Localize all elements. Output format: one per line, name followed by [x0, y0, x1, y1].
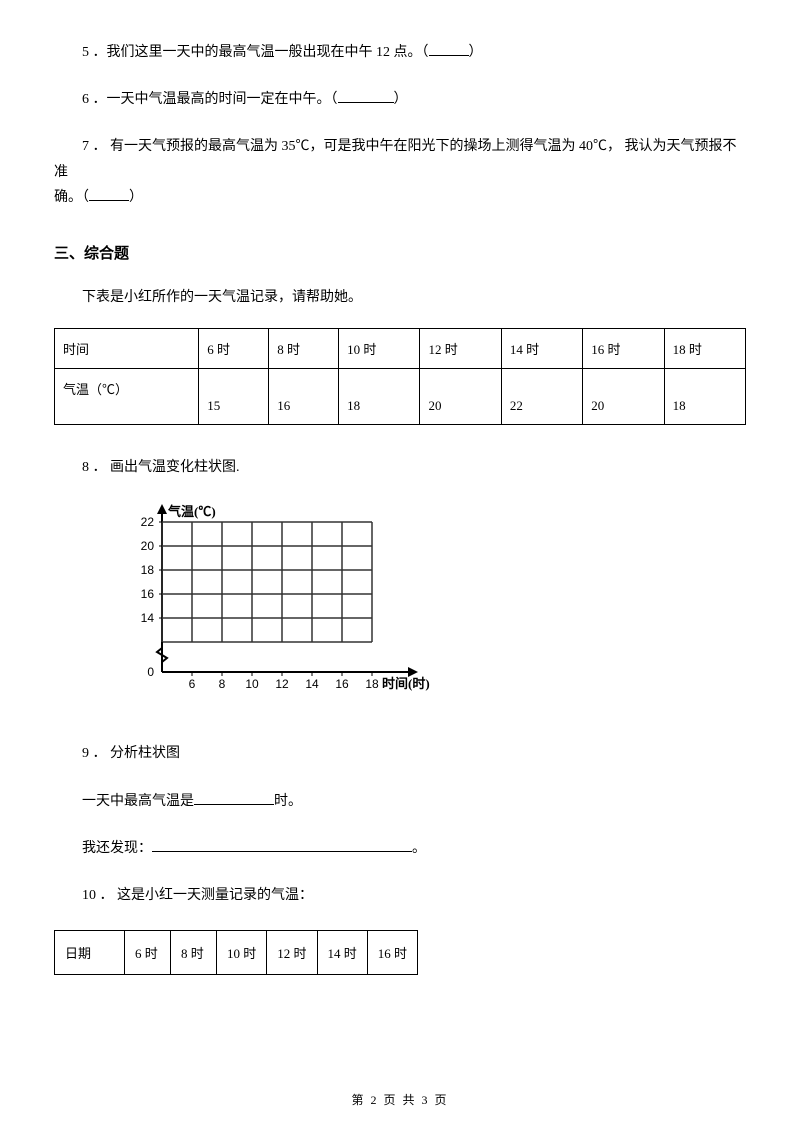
q5-text: 5 ．我们这里一天中的最高气温一般出现在中午 12 点。（ — [82, 45, 429, 60]
table-cell: 14 时 — [317, 931, 367, 975]
table-cell: 10 时 — [217, 931, 267, 975]
table-cell: 6 时 — [199, 329, 269, 369]
blank-discovery[interactable] — [152, 838, 412, 852]
table-cell: 16 — [269, 369, 339, 425]
table-cell: 8 时 — [269, 329, 339, 369]
q5-end: ） — [469, 45, 483, 60]
q6-text: 6 ．一天中气温最高的时间一定在中午。（ — [82, 92, 338, 107]
question-5: 5 ．我们这里一天中的最高气温一般出现在中午 12 点。（ ） — [54, 40, 746, 65]
table-row: 气温（℃） 15 16 18 20 22 20 18 — [55, 369, 746, 425]
svg-text:气温(℃): 气温(℃) — [168, 504, 216, 519]
question-8: 8 ． 画出气温变化柱状图. — [54, 455, 746, 480]
table-cell: 18 — [664, 369, 745, 425]
intro-text: 下表是小红所作的一天气温记录，请帮助她。 — [54, 285, 746, 310]
q6-end: ） — [394, 92, 408, 107]
table-cell: 16 时 — [367, 931, 417, 975]
q9-sub2-b: 。 — [412, 841, 426, 856]
svg-text:20: 20 — [141, 539, 155, 553]
svg-text:22: 22 — [141, 515, 155, 529]
svg-text:8: 8 — [219, 677, 226, 691]
svg-text:14: 14 — [305, 677, 319, 691]
blank-highest-time[interactable] — [194, 791, 274, 805]
table-row: 日期 6 时 8 时 10 时 12 时 14 时 16 时 — [55, 931, 418, 975]
table-cell: 20 — [420, 369, 501, 425]
table-cell: 18 — [339, 369, 420, 425]
question-9: 9 ． 分析柱状图 — [54, 741, 746, 766]
q9-sub2-a: 我还发现： — [82, 841, 152, 856]
table-cell: 12 时 — [267, 931, 317, 975]
svg-text:16: 16 — [141, 587, 155, 601]
temperature-table-2: 日期 6 时 8 时 10 时 12 时 14 时 16 时 — [54, 930, 418, 975]
svg-text:12: 12 — [275, 677, 289, 691]
blank-q5[interactable] — [429, 42, 469, 56]
question-10: 10 ． 这是小红一天测量记录的气温： — [54, 883, 746, 908]
svg-text:18: 18 — [141, 563, 155, 577]
section-3-title: 三、综合题 — [54, 242, 746, 263]
table-cell: 14 时 — [501, 329, 582, 369]
table-cell: 20 — [583, 369, 664, 425]
table-cell: 18 时 — [664, 329, 745, 369]
table-cell: 日期 — [55, 931, 125, 975]
svg-text:18: 18 — [365, 677, 379, 691]
page-footer: 第 2 页 共 3 页 — [0, 1091, 800, 1108]
q7-line2: 确。（ — [54, 190, 89, 205]
svg-text:16: 16 — [335, 677, 349, 691]
blank-q6[interactable] — [338, 89, 394, 103]
q9-sub1-b: 时。 — [274, 794, 302, 809]
table-cell: 15 — [199, 369, 269, 425]
temperature-table-1: 时间 6 时 8 时 10 时 12 时 14 时 16 时 18 时 气温（℃… — [54, 328, 746, 425]
svg-text:10: 10 — [245, 677, 259, 691]
q9-sub1: 一天中最高气温是 时。 — [54, 789, 746, 814]
table-cell: 气温（℃） — [55, 369, 199, 425]
blank-q7[interactable] — [89, 187, 129, 201]
table-cell: 16 时 — [583, 329, 664, 369]
svg-text:14: 14 — [141, 611, 155, 625]
q7-end: ） — [129, 190, 143, 205]
svg-text:6: 6 — [189, 677, 196, 691]
table-cell: 6 时 — [125, 931, 171, 975]
table-row: 时间 6 时 8 时 10 时 12 时 14 时 16 时 18 时 — [55, 329, 746, 369]
table-cell: 12 时 — [420, 329, 501, 369]
question-7: 7 ． 有一天气预报的最高气温为 35℃，可是我中午在阳光下的操场上测得气温为 … — [54, 134, 746, 210]
chart-container: 22 20 18 16 14 0 6 8 10 12 14 16 18 气温(℃) 时间(时) — [114, 502, 746, 717]
q9-sub2: 我还发现： 。 — [54, 836, 746, 861]
q7-line1: 7 ． 有一天气预报的最高气温为 35℃，可是我中午在阳光下的操场上测得气温为 … — [54, 134, 746, 184]
table-cell: 8 时 — [171, 931, 217, 975]
bar-chart-grid: 22 20 18 16 14 0 6 8 10 12 14 16 18 气温(℃) 时间(时) — [114, 502, 444, 712]
q9-sub1-a: 一天中最高气温是 — [82, 794, 194, 809]
question-6: 6 ．一天中气温最高的时间一定在中午。（ ） — [54, 87, 746, 112]
table-cell: 22 — [501, 369, 582, 425]
table-cell: 10 时 — [339, 329, 420, 369]
svg-text:时间(时): 时间(时) — [382, 676, 430, 691]
table-cell: 时间 — [55, 329, 199, 369]
svg-text:0: 0 — [147, 665, 154, 679]
